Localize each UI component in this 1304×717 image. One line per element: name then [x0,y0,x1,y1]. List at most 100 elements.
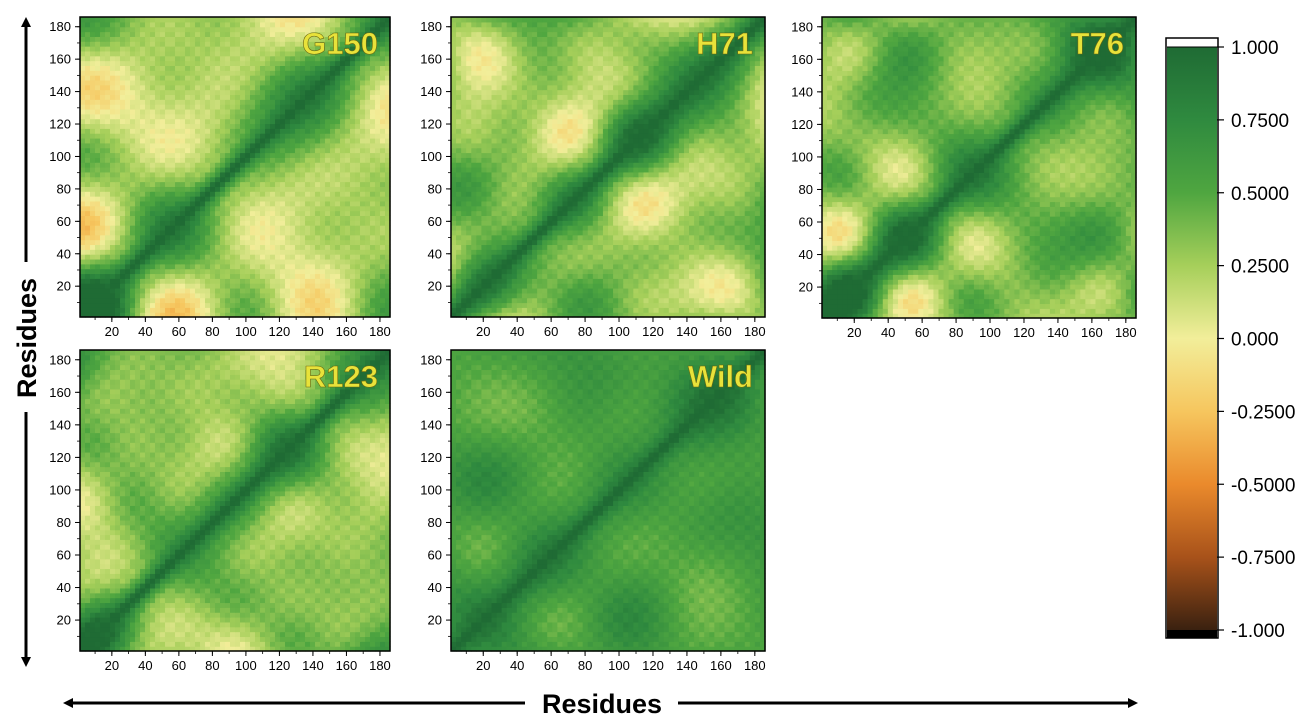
heatmap-cell [320,17,326,23]
heatmap-cell [95,84,101,91]
heatmap-cell [345,210,351,216]
heatmap-cell [135,65,141,71]
heatmap-cell [100,287,106,294]
heatmap-cell [729,263,736,270]
heatmap-cell [220,302,226,308]
heatmap-cell [360,200,366,207]
heatmap-cell [275,302,281,308]
heatmap-cell [335,70,341,76]
heatmap-cell [265,128,271,134]
heatmap-cell [90,239,96,246]
heatmap-cell [95,128,101,134]
heatmap-cell [734,307,741,313]
heatmap-cell [375,176,381,183]
heatmap-cell [85,210,91,216]
heatmap-cell [100,186,106,192]
x-tick-label: 180 [369,324,391,339]
heatmap-cell [205,292,211,299]
heatmap-cell [140,176,146,183]
heatmap-cell [190,26,196,33]
heatmap-cell [310,312,316,318]
heatmap-cell [205,147,211,154]
heatmap-cell [155,162,161,168]
heatmap-cell [320,36,326,42]
heatmap-cell [350,263,356,270]
heatmap-cell [250,46,256,52]
heatmap-cell [140,123,146,129]
heatmap-cell [310,162,316,168]
heatmap-cell [150,263,156,270]
heatmap-cell [330,60,336,66]
heatmap-cell [608,249,614,255]
heatmap-cell [260,171,266,178]
heatmap-cell [471,278,477,284]
heatmap-cell [150,104,156,110]
heatmap-cell [552,249,558,255]
heatmap-cell [160,273,166,279]
heatmap-cell [689,297,695,304]
heatmap-cell [759,258,766,265]
heatmap-cell [295,128,301,134]
heatmap-cell [582,268,589,275]
heatmap-cell [709,278,715,284]
heatmap-cell [597,278,604,284]
heatmap-cell [370,254,376,260]
heatmap-cell [135,162,141,168]
heatmap-cell [714,312,721,318]
heatmap-cell [704,287,710,294]
heatmap-cell [385,215,391,221]
heatmap-cell [100,162,106,168]
heatmap-cell [260,142,266,149]
heatmap-cell [250,113,256,120]
heatmap-cell [325,79,331,86]
heatmap-cell [180,167,186,173]
heatmap-cell [340,133,346,139]
heatmap-cell [290,312,296,318]
heatmap-cell [673,239,680,246]
heatmap-cell [160,84,166,91]
heatmap-cell [265,258,271,265]
heatmap-cell [145,302,151,308]
heatmap-cell [95,263,101,270]
heatmap-cell [125,133,131,139]
heatmap-cell [245,229,251,236]
heatmap-cell [265,162,271,168]
heatmap-cell [100,268,106,275]
heatmap-cell [190,186,196,192]
heatmap-cell [290,89,296,96]
heatmap-cell [663,258,670,265]
heatmap-cell [260,89,266,96]
heatmap-cell [759,297,766,304]
heatmap-cell [295,244,301,250]
heatmap-cell [325,142,331,149]
heatmap-cell [521,283,528,289]
heatmap-cell [120,302,126,308]
heatmap-cell [537,302,543,308]
heatmap-cell [160,181,166,187]
heatmap-cell [230,17,236,23]
heatmap-cell [673,312,680,318]
heatmap-cell [230,41,236,47]
heatmap-cell [105,123,111,129]
heatmap-cell [190,283,196,289]
heatmap-cell [739,239,746,246]
heatmap-cell [255,312,261,318]
heatmap-cell [734,263,741,270]
heatmap-cell [516,273,523,279]
heatmap-cell [250,65,256,71]
heatmap-cell [215,46,221,52]
heatmap-cell [280,133,286,139]
heatmap-cell [704,258,710,265]
heatmap-cell [613,278,619,284]
heatmap-cell [240,79,246,86]
heatmap-cell [210,118,216,125]
heatmap-cell [260,94,266,100]
heatmap-cell [325,36,331,42]
heatmap-cell [240,89,246,96]
heatmap-cell [345,50,351,57]
heatmap-cell [155,60,161,66]
heatmap-cell [120,60,126,66]
heatmap-cell [330,55,336,62]
heatmap-cell [240,292,246,299]
heatmap-cell [739,244,746,250]
